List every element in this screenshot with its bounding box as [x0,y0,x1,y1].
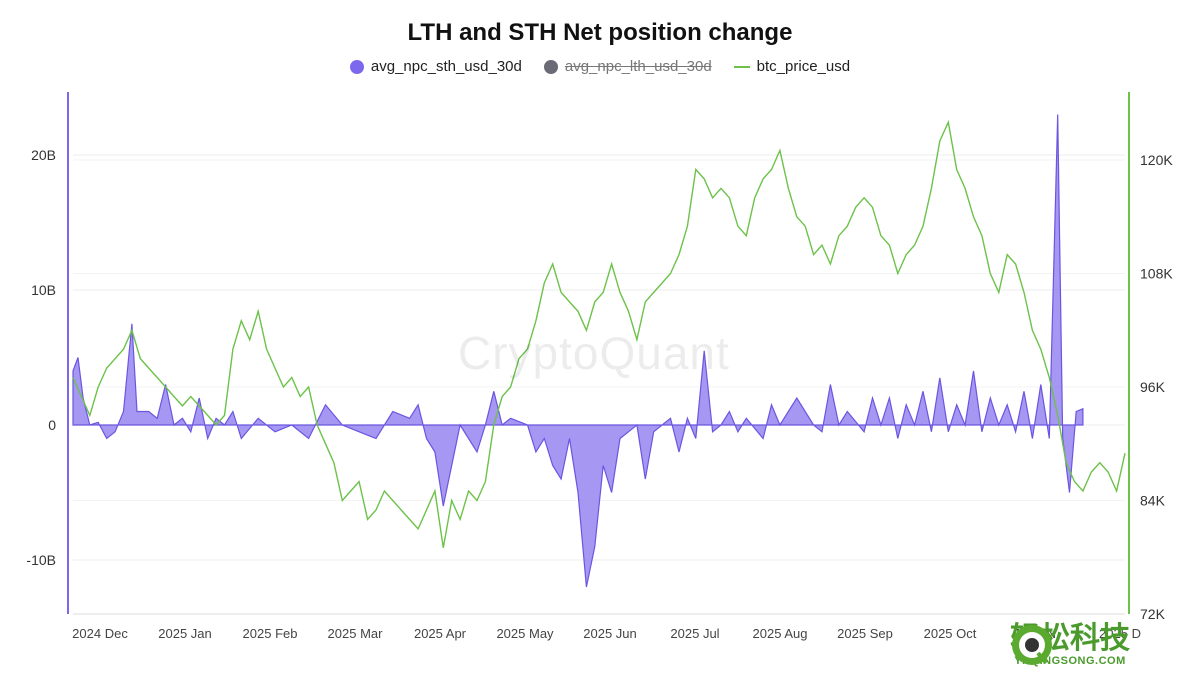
x-tick-label: 2025 D [1099,626,1141,641]
legend-label-sth: avg_npc_sth_usd_30d [370,58,522,75]
btc-line-icon [733,65,750,68]
sth-area-series [72,114,1084,588]
y-left-tick-label: -10B [26,552,56,568]
y-right-tick-label: 120K [1140,152,1173,168]
x-tick-label: 2025 Jul [670,626,719,641]
legend: avg_npc_sth_usd_30d avg_npc_lth_usd_30d … [0,58,1200,75]
brand-logo-icon [1012,625,1052,665]
watermark: CryptoQuant [458,327,730,379]
x-tick-label: 2025 Oct [924,626,977,641]
x-tick-label: 2025 Apr [414,626,467,641]
chart-title: LTH and STH Net position change [407,19,793,46]
y-left-tick-label: 20B [31,147,56,163]
y-right-tick-label: 72K [1140,606,1166,622]
x-tick-label: 2025 Mar [328,626,384,641]
legend-label-lth: avg_npc_lth_usd_30d [564,58,712,75]
lth-dot-icon [543,59,558,74]
x-tick-label: 2025 May [496,626,554,641]
y-left-tick-label: 10B [31,282,56,298]
x-tick-label: 2025 Aug [753,626,808,641]
brand-badge: 轻松科技 YNQINGSONG.COM [1010,623,1130,668]
y-right-tick-label: 96K [1140,379,1166,395]
sth-dot-icon [349,59,364,74]
x-tick-label: 2025 Sep [837,626,893,641]
legend-item-btc[interactable]: btc_price_usd [733,58,851,75]
x-tick-label: 2025 Feb [243,626,298,641]
x-tick-label: 2025 Jun [583,626,637,641]
legend-item-sth[interactable]: avg_npc_sth_usd_30d [349,58,522,75]
y-right-tick-label: 84K [1140,493,1166,509]
btc-price-line [72,119,1126,548]
legend-item-lth[interactable]: avg_npc_lth_usd_30d [543,58,712,75]
x-tick-label: 2025 Jan [158,626,212,641]
x-tick-label: 2024 Dec [72,626,128,641]
y-right-tick-label: 108K [1140,266,1173,282]
y-left-tick-label: 0 [48,417,56,433]
legend-label-btc: btc_price_usd [756,58,851,75]
